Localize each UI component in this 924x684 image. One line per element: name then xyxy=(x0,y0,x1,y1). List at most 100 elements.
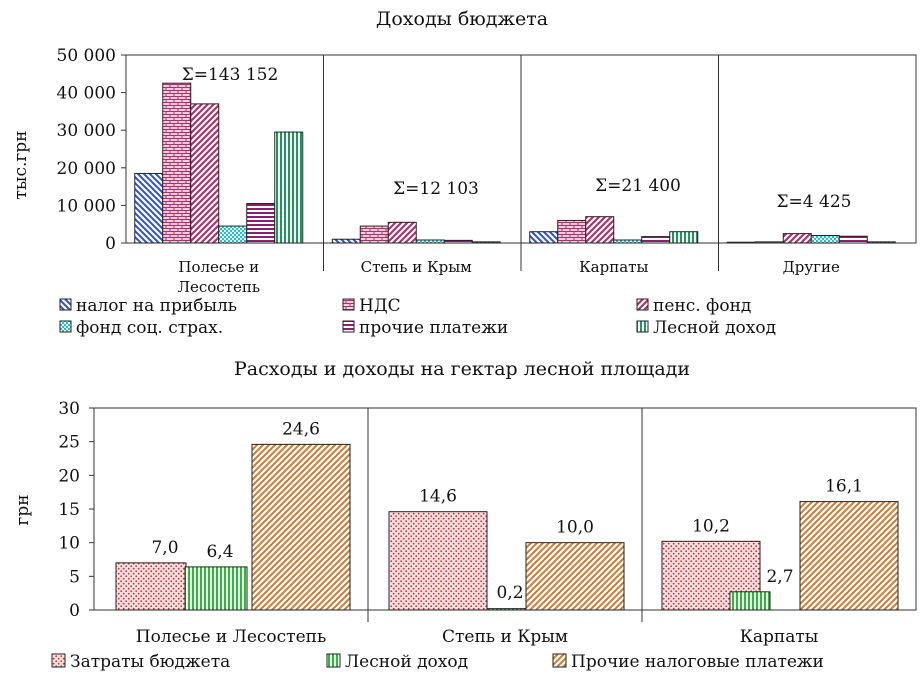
bar xyxy=(669,231,699,244)
y-tick-label: 30 000 xyxy=(57,121,116,141)
sum-annotation: Σ=12 103 xyxy=(393,179,479,199)
bar xyxy=(486,608,528,611)
bar xyxy=(525,542,625,611)
bar xyxy=(726,241,756,244)
bar xyxy=(443,239,473,244)
x-tick-label: Степь и Крым xyxy=(361,258,472,276)
x-tick-label: Карпаты xyxy=(579,258,648,276)
bar xyxy=(471,241,501,244)
y-tick-label: 0 xyxy=(105,234,116,254)
legend-swatch xyxy=(342,298,355,311)
bar xyxy=(415,239,445,244)
data-label: 10,2 xyxy=(692,516,730,536)
category-dividers xyxy=(323,55,719,271)
legend-swatch xyxy=(59,320,72,333)
legend-label: Лесной доход xyxy=(345,652,468,672)
bar xyxy=(251,443,351,611)
y-tick-label: 0 xyxy=(69,601,80,621)
data-labels: 7,0 14,6 10,2 6,4 0,2 2,7 24,6 10,0 16,1 xyxy=(151,419,862,603)
y-tick-label: 20 000 xyxy=(57,159,116,179)
y-axis-label: тыс.грн xyxy=(11,131,31,200)
bar xyxy=(641,236,671,244)
bar xyxy=(190,103,220,244)
bar xyxy=(754,241,784,244)
bar xyxy=(799,501,899,611)
legend-swatch xyxy=(636,298,649,311)
legend-label: НДС xyxy=(359,296,401,316)
legend: налог на прибыль НДС пенс. фонд фонд соц. с… xyxy=(59,296,776,338)
legend-swatch xyxy=(636,320,649,333)
sum-annotation: Σ=4 425 xyxy=(777,192,852,212)
legend: Затраты бюджета Лесной доход Прочие налого… xyxy=(51,652,824,672)
sum-annotation: Σ=143 152 xyxy=(182,65,279,85)
data-label: 6,4 xyxy=(206,542,233,562)
x-axis: Полесье и Лесостепь Степь и Крым Карпаты Дру… xyxy=(177,258,840,296)
sum-annotations: Σ=143 152 Σ=12 103 Σ=21 400 Σ=4 425 xyxy=(182,65,852,212)
bar xyxy=(613,239,643,244)
y-tick-label: 10 xyxy=(58,534,80,554)
legend-label: фонд соц. страх. xyxy=(76,318,223,338)
budget-revenue-chart: Доходы бюджета тыс.грн 0 10 000 20 000 30 0… xyxy=(11,8,917,338)
bar xyxy=(866,241,896,244)
legend-label: прочие платежи xyxy=(359,318,508,338)
x-tick-label: Полесье и xyxy=(178,258,259,276)
bar-series xyxy=(134,82,896,244)
bar xyxy=(387,221,417,244)
bar-series xyxy=(115,443,899,611)
bar xyxy=(388,511,488,611)
category-dividers xyxy=(367,408,643,622)
bar xyxy=(218,225,248,244)
x-tick-label: Другие xyxy=(783,258,840,276)
bar xyxy=(184,566,248,611)
x-tick-label: Степь и Крым xyxy=(442,627,568,647)
x-axis: Полесье и Лесостепь Степь и Крым Карпаты xyxy=(136,627,819,647)
bar xyxy=(162,82,192,244)
bar xyxy=(134,172,164,244)
x-tick-label: Полесье и Лесостепь xyxy=(136,627,326,647)
legend-swatch xyxy=(51,653,66,668)
y-axis: 0 10 000 20 000 30 000 40 000 50 000 xyxy=(57,46,126,254)
legend-swatch xyxy=(326,653,341,668)
data-label: 16,1 xyxy=(825,477,863,497)
legend-label: налог на прибыль xyxy=(76,296,237,316)
data-label: 10,0 xyxy=(556,518,594,538)
data-label: 14,6 xyxy=(419,487,457,507)
x-tick-label: Карпаты xyxy=(740,627,819,647)
y-tick-label: 20 xyxy=(58,466,80,486)
bar xyxy=(529,231,559,244)
bar xyxy=(557,219,587,244)
per-hectare-chart: Расходы и доходы на гектар лесной площад… xyxy=(13,358,917,672)
chart-title: Расходы и доходы на гектар лесной площад… xyxy=(234,358,690,380)
y-axis-label: грн xyxy=(13,494,33,525)
y-tick-label: 50 000 xyxy=(57,46,116,66)
data-label: 0,2 xyxy=(496,583,523,603)
chart-title: Доходы бюджета xyxy=(376,8,548,30)
legend-swatch xyxy=(342,320,355,333)
bar xyxy=(359,225,389,244)
data-label: 24,6 xyxy=(282,419,320,439)
bar xyxy=(115,562,187,611)
y-axis: 0 5 10 15 20 25 30 xyxy=(58,399,94,621)
data-label: 7,0 xyxy=(151,538,178,558)
y-tick-label: 5 xyxy=(69,567,80,587)
x-tick-label: Лесостепь xyxy=(177,278,260,296)
bar xyxy=(729,591,771,611)
data-label: 2,7 xyxy=(766,567,793,587)
legend-label: Лесной доход xyxy=(653,318,776,338)
y-tick-label: 10 000 xyxy=(57,196,116,216)
bar xyxy=(246,203,276,244)
bar xyxy=(838,235,868,244)
legend-swatch xyxy=(59,298,72,311)
bar xyxy=(810,234,840,244)
legend-label: пенс. фонд xyxy=(653,296,751,316)
y-tick-label: 30 xyxy=(58,399,80,419)
sum-annotation: Σ=21 400 xyxy=(595,176,681,196)
bar xyxy=(274,131,304,244)
bar xyxy=(782,233,812,244)
bar xyxy=(585,216,615,244)
legend-label: Затраты бюджета xyxy=(70,652,230,672)
bar xyxy=(331,238,361,244)
legend-swatch xyxy=(552,653,567,668)
y-tick-label: 15 xyxy=(58,500,80,520)
